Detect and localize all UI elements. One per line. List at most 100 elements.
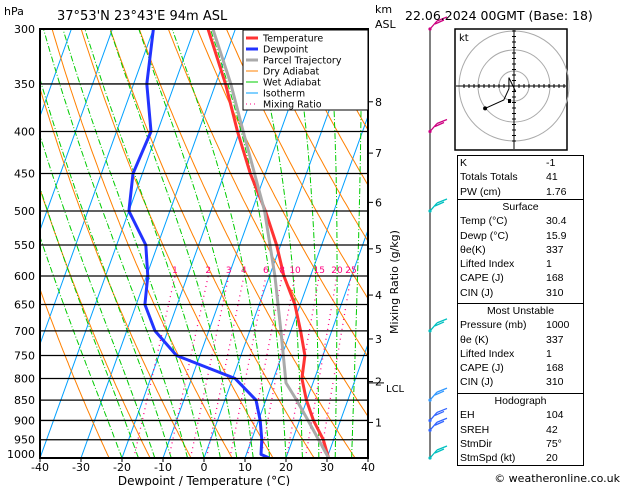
km-tick-label: 6: [375, 196, 382, 209]
wet-adiabat-line: [328, 29, 338, 458]
mixing-ratio-line: [189, 275, 230, 458]
wet-adiabat-line: [40, 235, 123, 458]
pressure-tick-label: 850: [14, 394, 35, 407]
row-label: EH: [460, 409, 475, 422]
mu-row: Pressure (mb) 1000: [458, 318, 583, 332]
indices-table: K -1 Totals Totals 41 PW (cm) 1.76: [457, 155, 584, 200]
wet-adiabat-line: [43, 29, 189, 458]
row-label: Temp (°C): [460, 215, 508, 228]
row-value: 104: [546, 409, 564, 422]
pressure-tick-label: 950: [14, 434, 35, 447]
y-unit-label: hPa: [4, 5, 24, 18]
row-label: CIN (J): [460, 376, 494, 389]
index-value: -1: [546, 157, 556, 169]
km-tick-label: 8: [375, 96, 382, 109]
row-value: 337: [546, 333, 564, 346]
x-tick-label: 0: [201, 461, 208, 474]
most-unstable-table: Most Unstable Pressure (mb) 1000 θe (K) 33…: [457, 303, 584, 394]
legend-label: Dry Adiabat: [263, 67, 320, 78]
wind-barb-dot: [428, 27, 432, 31]
series-parcel-trajectory-line: [211, 29, 330, 458]
surface-row: Lifted Index 1: [458, 257, 583, 271]
index-value: 1.76: [546, 185, 567, 198]
wind-barbs: [428, 16, 448, 460]
row-value: 1000: [546, 319, 570, 332]
row-label: CAPE (J): [460, 272, 504, 285]
x-tick-label: 30: [320, 461, 334, 474]
dry-adiabat-line: [40, 187, 151, 458]
lcl-label: LCL: [386, 384, 405, 395]
legend-box: [242, 29, 369, 111]
location-title: 37°53'N 23°43'E 94m ASL: [57, 9, 228, 24]
isotherm-line: [40, 29, 195, 458]
index-label: K: [460, 157, 468, 169]
wind-barb-dot: [428, 398, 432, 402]
index-label: Totals Totals: [460, 171, 518, 184]
hodo-row: StmSpd (kt) 20: [458, 451, 583, 465]
pressure-tick-label: 700: [14, 325, 35, 338]
x-tick-label: 20: [279, 461, 293, 474]
mixing-ratio-line: [319, 275, 352, 458]
row-label: Dewp (°C): [460, 229, 509, 242]
x-tick-label: -10: [154, 461, 172, 474]
storm-motion-marker: [508, 99, 511, 103]
surface-title: Surface: [502, 201, 539, 213]
km-tick-label: 4: [375, 289, 382, 302]
row-label: SREH: [460, 423, 490, 436]
mixing-ratio-label: 15: [314, 266, 325, 276]
wind-barb: [429, 445, 448, 459]
mixing-ratio-line: [229, 275, 267, 458]
wind-barb: [429, 16, 448, 30]
isotherm-line: [40, 29, 72, 118]
mixing-ratio-label: 6: [263, 266, 269, 276]
wind-barb: [429, 407, 448, 421]
mu-row: Lifted Index 1: [458, 347, 583, 361]
wet-adiabat-line: [351, 29, 362, 458]
hodograph-title: Hodograph: [494, 395, 547, 407]
series-dewpoint-line: [127, 29, 270, 458]
pressure-tick-label: 400: [14, 126, 35, 139]
pressure-tick-label: 600: [14, 270, 35, 283]
pressure-tick-label: 500: [14, 205, 35, 218]
row-value: 30.4: [546, 215, 567, 228]
wind-barb: [429, 318, 448, 332]
mixing-ratio-line: [205, 275, 245, 458]
mixing-ratio-line: [168, 275, 209, 458]
row-label: θe(K): [460, 243, 486, 256]
mu-row: θe (K) 337: [458, 333, 583, 347]
wind-barb-dot: [428, 418, 432, 423]
mixing-ratio-label: 10: [289, 266, 301, 276]
wind-barb-dot: [428, 129, 432, 134]
wet-adiabat-line: [62, 29, 205, 458]
isotherm-line: [285, 228, 368, 458]
km-unit-label: km: [375, 3, 392, 16]
mixing-ratio-label: 25: [345, 266, 356, 276]
mixing-ratio-label: 1: [172, 266, 178, 276]
pressure-tick-label: 350: [14, 78, 35, 91]
wind-barb: [429, 387, 448, 401]
row-value: 310: [546, 376, 564, 389]
row-label: CIN (J): [460, 286, 494, 299]
wet-adiabat-line: [109, 29, 238, 458]
pressure-tick-label: 300: [14, 23, 35, 36]
legend-label: Parcel Trajectory: [263, 56, 342, 67]
x-tick-label: 40: [361, 461, 375, 474]
hodo-row: SREH 42: [458, 423, 583, 437]
mixing-ratio-line: [285, 275, 320, 458]
datetime-title: 22.06.2024 00GMT (Base: 18): [405, 8, 593, 23]
isotherm-line: [80, 29, 236, 458]
x-tick-label: -20: [113, 461, 131, 474]
wet-adiabat-line: [40, 133, 156, 458]
index-row: PW (cm) 1.76: [458, 185, 583, 199]
x-tick-label: -30: [72, 461, 90, 474]
mu-row: CAPE (J) 168: [458, 361, 583, 375]
surface-row: Temp (°C) 30.4: [458, 214, 583, 228]
hodo-row: EH 104: [458, 408, 583, 422]
row-value: 1: [546, 347, 552, 360]
hodo-row: StmDir 75°: [458, 437, 583, 451]
mixing-ratio-label: 3: [226, 266, 232, 276]
km-tick-label: 5: [375, 243, 382, 256]
mixing-ratio-label: 4: [241, 266, 247, 276]
dry-adiabat-line: [40, 287, 110, 458]
row-label: Pressure (mb): [460, 319, 527, 332]
